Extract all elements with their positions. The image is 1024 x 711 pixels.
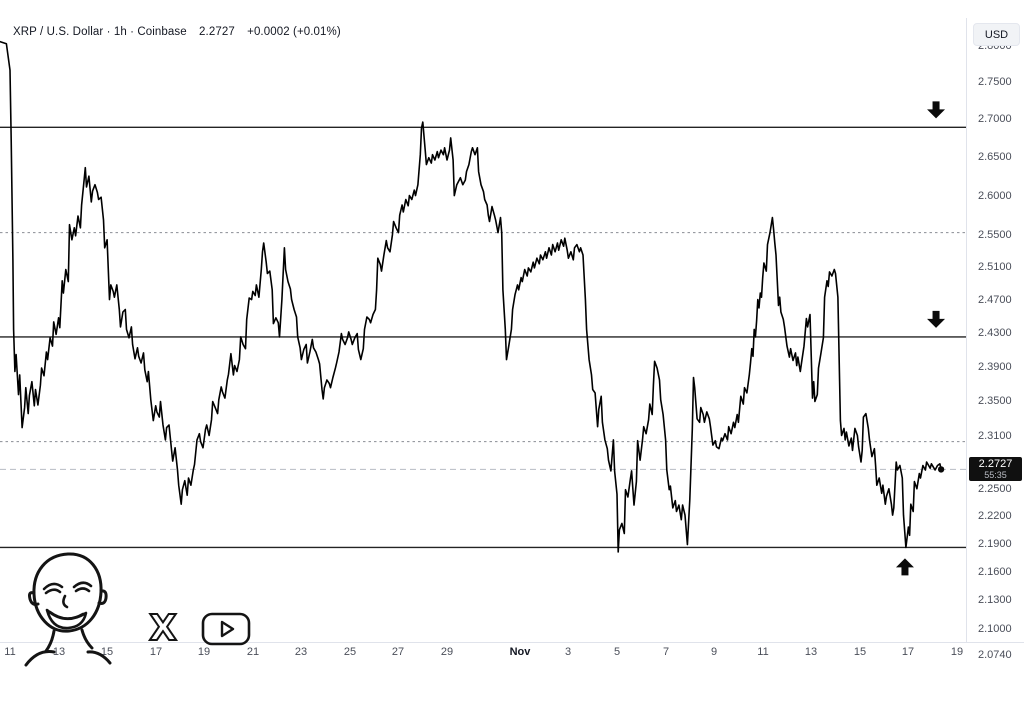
arrow-up-2[interactable] — [895, 558, 914, 576]
badge-price: 2.2727 — [978, 458, 1013, 470]
price-tick-label: 2.3900 — [978, 361, 1012, 373]
price-change-value: +0.0002 (+0.01%) — [247, 26, 341, 38]
last-price-dot — [937, 466, 945, 473]
time-tick-label: 9 — [710, 646, 718, 658]
price-tick-label: 2.1900 — [978, 538, 1012, 550]
time-tick-label: 23 — [294, 646, 308, 658]
price-axis[interactable]: 2.8000 2.7500 2.7000 2.6500 2.6000 2.5500 2.51… — [967, 0, 1024, 711]
price-tick-label: 2.5100 — [978, 261, 1012, 273]
price-tick-label: 2.2200 — [978, 510, 1012, 522]
dashed-level-lines[interactable] — [0, 232, 966, 443]
badge-countdown: 55:35 — [984, 470, 1007, 480]
price-tick-label: 2.3500 — [978, 395, 1012, 407]
current-price-badge: 2.2727 55:35 — [969, 457, 1022, 481]
last-price-value: 2.2727 — [199, 26, 235, 38]
time-tick-label: 13 — [804, 646, 818, 658]
price-polyline — [0, 40, 942, 553]
price-tick-label: 2.6500 — [978, 151, 1012, 163]
currency-toggle-button[interactable]: USD — [973, 23, 1020, 46]
time-tick-label: Nov — [509, 646, 531, 658]
time-tick-label: 5 — [613, 646, 621, 658]
time-tick-label: 13 — [52, 646, 66, 658]
time-tick-label: 21 — [246, 646, 260, 658]
time-tick-label: 3 — [564, 646, 572, 658]
time-tick-label: 17 — [901, 646, 915, 658]
price-tick-label: 2.5500 — [978, 229, 1012, 241]
price-tick-label: 2.1000 — [978, 623, 1012, 635]
time-tick-label: 15 — [853, 646, 867, 658]
time-tick-label: 25 — [343, 646, 357, 658]
price-tick-label: 2.7500 — [978, 76, 1012, 88]
arrow-down-0[interactable] — [927, 101, 946, 119]
price-tick-label: 2.6000 — [978, 190, 1012, 202]
time-tick-label: 7 — [662, 646, 670, 658]
price-tick-label: 2.0740 — [978, 649, 1012, 661]
symbol-description[interactable]: XRP / U.S. Dollar · 1h · Coinbase — [13, 26, 187, 38]
price-tick-label: 2.4300 — [978, 327, 1012, 339]
time-tick-label: 19 — [950, 646, 964, 658]
price-tick-label: 2.4700 — [978, 294, 1012, 306]
time-tick-label: 29 — [440, 646, 454, 658]
time-tick-label: 11 — [757, 646, 769, 658]
price-tick-label: 2.1300 — [978, 594, 1012, 606]
price-tick-label: 2.2500 — [978, 483, 1012, 495]
time-tick-label: 27 — [391, 646, 405, 658]
price-tick-label: 2.3100 — [978, 430, 1012, 442]
price-line-series — [0, 40, 945, 553]
signal-arrows[interactable] — [895, 101, 946, 576]
price-tick-label: 2.7000 — [978, 113, 1012, 125]
time-tick-label: 17 — [149, 646, 163, 658]
chart-header: XRP / U.S. Dollar · 1h · Coinbase 2.2727… — [13, 26, 350, 38]
price-tick-label: 2.1600 — [978, 566, 1012, 578]
time-axis-separator — [0, 642, 1024, 643]
time-tick-label: 19 — [197, 646, 211, 658]
arrow-down-1[interactable] — [927, 310, 946, 328]
price-axis-separator — [966, 18, 967, 642]
time-tick-label: 11 — [4, 646, 16, 658]
